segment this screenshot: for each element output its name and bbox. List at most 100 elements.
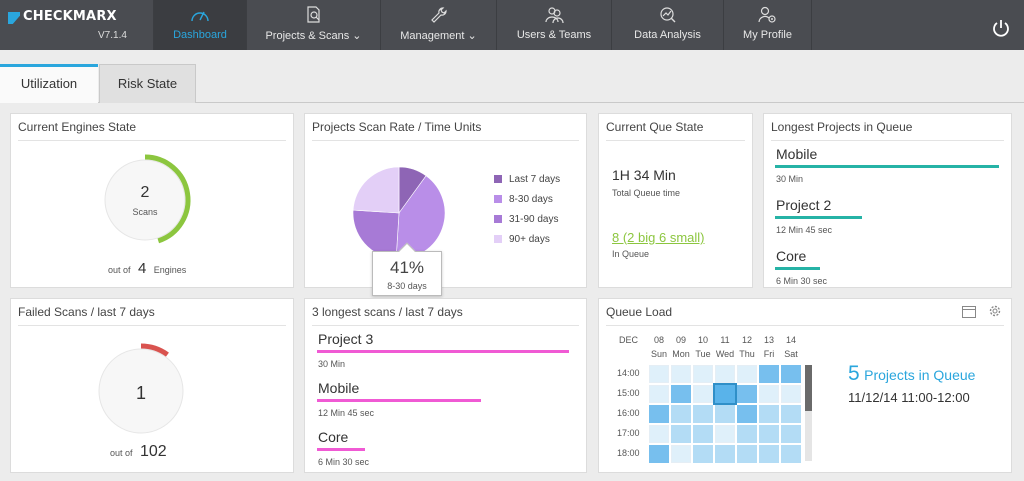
- checkmarx-logo[interactable]: CHECKMARX V7.1.4: [8, 9, 153, 43]
- chevron-down-icon: ⌄: [467, 30, 477, 42]
- heatmap-scrollbar[interactable]: [805, 365, 812, 461]
- heatmap-cell[interactable]: [649, 385, 669, 403]
- heatmap-cell[interactable]: [693, 445, 713, 463]
- heatmap-hour-label: 15:00: [617, 388, 640, 398]
- list-item-time: 12 Min 45 sec: [776, 225, 833, 235]
- heatmap-cell[interactable]: [649, 405, 669, 423]
- heatmap-hour-label: 16:00: [617, 408, 640, 418]
- panel-title: Current Engines State: [18, 120, 286, 141]
- heatmap-cell[interactable]: [715, 365, 735, 383]
- heatmap-cell[interactable]: [737, 445, 757, 463]
- list-item-bar: [317, 448, 365, 451]
- nav-management-text: Management: [400, 30, 465, 42]
- list-item-name[interactable]: Core: [318, 429, 349, 445]
- panel-title: Queue Load: [606, 305, 1004, 326]
- legend-swatch: [494, 215, 502, 223]
- queue-total-time-label: Total Queue time: [612, 188, 681, 198]
- panel-title: Longest Projects in Queue: [771, 120, 1004, 141]
- heatmap-cell[interactable]: [781, 445, 801, 463]
- heatmap-cell[interactable]: [671, 365, 691, 383]
- heatmap-cell[interactable]: [759, 425, 779, 443]
- heatmap-cell[interactable]: [715, 425, 735, 443]
- heatmap-cell[interactable]: [693, 365, 713, 383]
- heatmap-date-label: 14: [785, 335, 796, 345]
- window-icon[interactable]: [962, 305, 976, 323]
- tooltip-value: 41%: [389, 258, 425, 277]
- heatmap-cell[interactable]: [715, 405, 735, 423]
- engines-scans-count: 2: [140, 184, 150, 201]
- engines-total: out of 4 Engines: [108, 260, 186, 278]
- nav-my-profile[interactable]: My Profile: [723, 0, 812, 50]
- list-item-bar: [775, 267, 820, 270]
- scrollbar-thumb[interactable]: [805, 365, 812, 411]
- heatmap-cell[interactable]: [693, 425, 713, 443]
- power-icon[interactable]: [990, 17, 1012, 39]
- heatmap-day-label: Mon: [672, 349, 690, 359]
- list-item-name[interactable]: Project 3: [318, 331, 374, 347]
- heatmap-cell[interactable]: [671, 445, 691, 463]
- scan-rate-panel: Projects Scan Rate / Time Units Last 7 d…: [304, 113, 587, 296]
- list-item-name[interactable]: Mobile: [318, 380, 360, 396]
- panel-title: Projects Scan Rate / Time Units: [312, 120, 579, 141]
- heatmap-cell[interactable]: [759, 445, 779, 463]
- list-item-name[interactable]: Project 2: [776, 197, 832, 213]
- heatmap-cell[interactable]: [737, 365, 757, 383]
- nav-data-analysis[interactable]: Data Analysis: [611, 0, 723, 50]
- in-queue-link[interactable]: 8 (2 big 6 small): [612, 230, 705, 245]
- heatmap-cell[interactable]: [713, 383, 737, 405]
- wrench-icon: [381, 5, 496, 25]
- heatmap-cell[interactable]: [781, 425, 801, 443]
- chart-search-icon: [612, 5, 723, 25]
- engines-gauge: [104, 154, 191, 244]
- heatmap-cell[interactable]: [737, 385, 757, 403]
- engines-total-value: 4: [137, 260, 147, 277]
- heatmap-cell[interactable]: [693, 405, 713, 423]
- nav-users-teams[interactable]: Users & Teams: [496, 0, 611, 50]
- heatmap-cell[interactable]: [649, 365, 669, 383]
- heatmap-cell[interactable]: [671, 405, 691, 423]
- heatmap-cell[interactable]: [781, 365, 801, 383]
- tabs-divider: [0, 102, 1024, 103]
- nav-dashboard-label: Dashboard: [173, 29, 227, 41]
- heatmap-hour-label: 17:00: [617, 428, 640, 438]
- tab-utilization[interactable]: Utilization: [0, 64, 98, 103]
- top-navigation-bar: CHECKMARX V7.1.4 Dashboard Projects & Sc…: [0, 0, 1024, 50]
- list-item-name[interactable]: Mobile: [776, 146, 818, 162]
- heatmap-date-label: 12: [741, 335, 752, 345]
- failed-out-of-label: out of: [110, 448, 133, 458]
- tab-risk-state[interactable]: Risk State: [99, 64, 196, 103]
- heatmap-cell[interactable]: [671, 385, 691, 403]
- gear-icon[interactable]: [988, 304, 1002, 323]
- panel-title: Failed Scans / last 7 days: [18, 305, 286, 326]
- legend-swatch: [494, 235, 502, 243]
- longest-scans-panel: 3 longest scans / last 7 days Project 3 3…: [304, 298, 587, 473]
- engines-scans-label: Scans: [132, 207, 158, 217]
- pie-slice-90-days[interactable]: [352, 166, 400, 214]
- nav-projects-scans-label: Projects & Scans ⌄: [247, 29, 380, 42]
- panel-title: 3 longest scans / last 7 days: [312, 305, 579, 326]
- heatmap-cell[interactable]: [759, 385, 779, 403]
- list-item-name[interactable]: Core: [776, 248, 807, 264]
- heatmap-cell[interactable]: [781, 405, 801, 423]
- heatmap-cell[interactable]: [715, 445, 735, 463]
- heatmap-cell[interactable]: [671, 425, 691, 443]
- heatmap-cell[interactable]: [693, 385, 713, 403]
- nav-projects-scans[interactable]: Projects & Scans ⌄: [246, 0, 380, 50]
- heatmap-cell[interactable]: [759, 365, 779, 383]
- heatmap-day-label: Sat: [784, 349, 798, 359]
- legend-label: Last 7 days: [509, 174, 561, 185]
- heatmap-cell[interactable]: [649, 425, 669, 443]
- legend-swatch: [494, 175, 502, 183]
- heatmap-cell[interactable]: [781, 385, 801, 403]
- nav-dashboard[interactable]: Dashboard: [153, 0, 246, 50]
- heatmap-cell[interactable]: [649, 445, 669, 463]
- heatmap-cell[interactable]: [759, 405, 779, 423]
- heatmap-cell[interactable]: [737, 405, 757, 423]
- heatmap-cell[interactable]: [737, 425, 757, 443]
- checkmarx-logo-mark: [8, 12, 20, 24]
- list-item-bar: [775, 216, 862, 219]
- nav-users-teams-label: Users & Teams: [516, 29, 592, 41]
- failed-count: 1: [135, 383, 146, 403]
- nav-management[interactable]: Management ⌄: [380, 0, 496, 50]
- nav-management-label: Management ⌄: [381, 29, 496, 42]
